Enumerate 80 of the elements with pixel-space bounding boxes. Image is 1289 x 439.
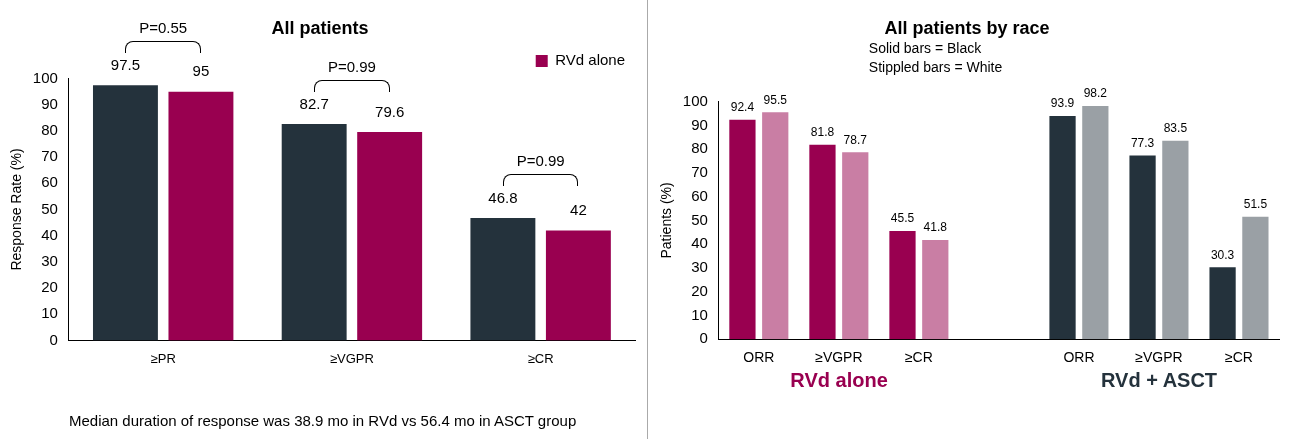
bar <box>729 119 756 340</box>
y-tick-label: 80 <box>41 121 58 139</box>
x-tick-label: ≥CR <box>1225 349 1253 366</box>
y-tick-label: 10 <box>691 305 708 323</box>
bar <box>1129 155 1156 340</box>
annotation: P=0.99 <box>516 151 565 169</box>
data-label: 82.7 <box>299 94 329 112</box>
bar <box>92 85 158 341</box>
bar <box>470 217 536 341</box>
data-label: 78.7 <box>843 132 868 147</box>
data-label: 79.6 <box>375 102 405 120</box>
y-tick-label: 30 <box>41 252 58 269</box>
text: RVd alone <box>790 369 888 393</box>
bar <box>809 144 836 340</box>
y-tick-label: 50 <box>41 199 58 217</box>
data-label: 46.8 <box>488 188 518 206</box>
y-tick-label: 70 <box>41 147 58 165</box>
data-label: 51.5 <box>1243 197 1268 212</box>
y-tick-label: 0 <box>49 330 58 348</box>
data-label: 95.5 <box>763 92 788 107</box>
x-tick-label: ≥VGPR <box>815 349 863 366</box>
data-label: 97.5 <box>110 55 141 73</box>
bar <box>1242 216 1269 340</box>
data-label: 98.2 <box>1083 86 1108 101</box>
x-tick-label: ORR <box>1063 349 1095 366</box>
x-tick-label: ≥VGPR <box>329 350 374 366</box>
bar <box>922 239 949 340</box>
bar <box>1162 140 1189 340</box>
y-tick-label: 70 <box>691 163 708 181</box>
bar <box>842 152 869 340</box>
bar <box>281 123 347 341</box>
bar <box>889 231 916 340</box>
bar <box>1082 105 1109 340</box>
y-tick-label: 0 <box>699 329 708 347</box>
y-tick-label: 10 <box>41 304 58 322</box>
y-tick-label: 90 <box>41 94 58 112</box>
bar <box>1049 116 1076 340</box>
y-tick-label: 100 <box>682 91 708 109</box>
y-axis-title: Response Rate (%) <box>8 148 25 271</box>
text: Median duration of response was 38.9 mo in RVd vs 56.4 mo in ASCT group <box>69 412 577 429</box>
y-tick-label: 100 <box>32 68 58 86</box>
text: Solid bars = Black <box>868 39 982 56</box>
y-tick-label: 30 <box>691 258 708 276</box>
chart-title: All patients <box>271 17 369 38</box>
bar <box>762 112 789 340</box>
data-label: 83.5 <box>1163 121 1188 136</box>
text: Stippled bars = White <box>868 58 1003 75</box>
y-tick-label: 60 <box>41 173 58 191</box>
y-tick-label: 50 <box>691 210 708 228</box>
data-label: 77.3 <box>1130 135 1155 150</box>
y-tick-label: 40 <box>691 234 708 252</box>
y-tick-label: 40 <box>41 225 58 243</box>
y-axis-title: Patients (%) <box>658 182 675 259</box>
x-tick-label: ORR <box>743 349 775 366</box>
text: RVd + ASCT <box>1100 369 1218 393</box>
data-label: 41.8 <box>923 220 948 235</box>
data-label: 81.8 <box>810 125 835 140</box>
bar <box>168 91 234 341</box>
data-label: 30.3 <box>1210 247 1235 262</box>
x-tick-label: ≥CR <box>527 350 554 366</box>
text: P=0.99 <box>327 57 376 75</box>
y-tick-label: 60 <box>691 186 708 204</box>
x-tick-label: ≥VGPR <box>1135 349 1183 366</box>
chart-title: All patients by race <box>884 17 1050 38</box>
bar <box>1209 267 1236 340</box>
y-tick-label: 20 <box>41 278 58 296</box>
y-tick-label: 90 <box>691 115 708 133</box>
y-tick-label: 20 <box>691 281 708 299</box>
x-tick-label: ≥CR <box>904 349 933 366</box>
bar <box>357 132 423 341</box>
data-label: 45.5 <box>890 211 915 226</box>
data-label: 93.9 <box>1050 96 1075 111</box>
data-label: 95 <box>192 62 210 80</box>
data-label: 92.4 <box>730 99 755 114</box>
legend-label: RVd alone <box>555 51 625 69</box>
x-tick-label: ≥PR <box>150 350 176 366</box>
bar <box>545 230 611 341</box>
data-label: 42 <box>570 201 587 219</box>
y-tick-label: 80 <box>691 139 708 157</box>
text: P=0.55 <box>139 19 188 37</box>
